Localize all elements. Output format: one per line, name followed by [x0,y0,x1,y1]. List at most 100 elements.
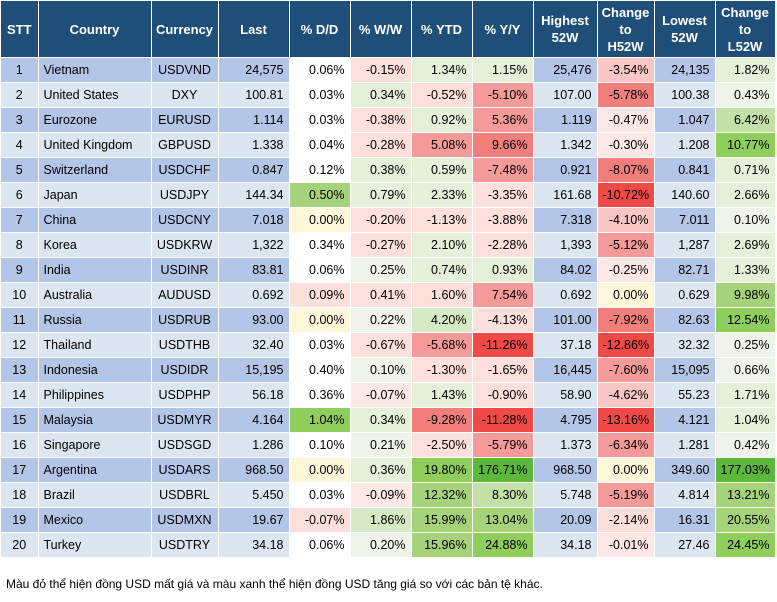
cell-change-h52w: -13.16% [597,407,655,433]
cell-currency: USDSGD [151,432,219,458]
cell-highest-52w: 968.50 [533,457,598,483]
col-header-change-l52w[interactable]: Change to L52W [715,1,776,58]
cell-pct-ytd: -1.30% [411,357,473,383]
cell-highest-52w: 34.18 [533,532,598,558]
cell-change-l52w: 1.71% [715,382,776,408]
cell-change-l52w: 1.04% [715,407,776,433]
table-row[interactable]: 5 Switzerland USDCHF 0.847 0.12% 0.38% 0.59% -7… [1,157,776,183]
cell-lowest-52w: 4.814 [654,482,716,508]
table-row[interactable]: 2 United States DXY 100.81 0.03% 0.34% -0.52% -… [1,82,776,108]
col-header-highest-52w[interactable]: Highest 52W [533,1,598,58]
cell-pct-yy: 7.54% [472,282,534,308]
table-row[interactable]: 19 Mexico USDMXN 19.67 -0.07% 1.86% 15.99% 13.0… [1,507,776,533]
cell-pct-dd: 0.06% [289,57,351,83]
cell-last: 1.114 [218,107,290,133]
col-header-currency[interactable]: Currency [151,1,219,58]
table-row[interactable]: 15 Malaysia USDMYR 4.164 1.04% 0.34% -9.28% -11… [1,407,776,433]
cell-currency: USDMXN [151,507,219,533]
cell-pct-ww: -0.09% [350,482,412,508]
col-header-country[interactable]: Country [38,1,152,58]
cell-stt: 17 [1,457,39,483]
cell-last: 56.18 [218,382,290,408]
cell-currency: USDKRW [151,232,219,258]
col-header-yy[interactable]: % Y/Y [472,1,534,58]
cell-pct-ww: 0.21% [350,432,412,458]
cell-country: Japan [38,182,152,208]
cell-last: 968.50 [218,457,290,483]
cell-stt: 11 [1,307,39,333]
cell-change-h52w: -12.86% [597,332,655,358]
cell-currency: USDARS [151,457,219,483]
header-row: STT Country Currency Last % D/D % W/W % … [1,1,776,58]
table-row[interactable]: 4 United Kingdom GBPUSD 1.338 0.04% -0.28% 5.0… [1,132,776,158]
cell-pct-ww: -0.28% [350,132,412,158]
cell-country: Switzerland [38,157,152,183]
cell-last: 1,322 [218,232,290,258]
cell-stt: 4 [1,132,39,158]
cell-change-l52w: 177.03% [715,457,776,483]
cell-currency: USDPHP [151,382,219,408]
col-header-stt[interactable]: STT [1,1,39,58]
cell-last: 7.018 [218,207,290,233]
cell-pct-dd: 0.04% [289,132,351,158]
col-header-change-h52w[interactable]: Change to H52W [597,1,655,58]
table-row[interactable]: 1 Vietnam USDVND 24,575 0.06% -0.15% 1.34% 1.15… [1,57,776,83]
cell-lowest-52w: 140.60 [654,182,716,208]
table-row[interactable]: 20 Turkey USDTRY 34.18 0.06% 0.20% 15.96% 24.88… [1,532,776,558]
col-header-lowest-52w[interactable]: Lowest 52W [654,1,716,58]
cell-pct-dd: 0.06% [289,257,351,283]
cell-pct-dd: 0.12% [289,157,351,183]
cell-pct-ww: 0.36% [350,457,412,483]
cell-currency: GBPUSD [151,132,219,158]
cell-stt: 3 [1,107,39,133]
cell-currency: AUDUSD [151,282,219,308]
cell-stt: 20 [1,532,39,558]
cell-pct-ytd: 1.60% [411,282,473,308]
cell-change-l52w: 2.69% [715,232,776,258]
table-row[interactable]: 13 Indonesia USDIDR 15,195 0.40% 0.10% -1.30% -… [1,357,776,383]
col-header-ytd[interactable]: % YTD [411,1,473,58]
cell-lowest-52w: 82.71 [654,257,716,283]
cell-pct-dd: -0.07% [289,507,351,533]
cell-change-h52w: -5.78% [597,82,655,108]
cell-lowest-52w: 24,135 [654,57,716,83]
cell-lowest-52w: 100.38 [654,82,716,108]
table-row[interactable]: 16 Singapore USDSGD 1.286 0.10% 0.21% -2.50% -5… [1,432,776,458]
cell-pct-ww: -0.67% [350,332,412,358]
cell-stt: 5 [1,157,39,183]
cell-pct-yy: -5.79% [472,432,534,458]
table-row[interactable]: 7 China USDCNY 7.018 0.00% -0.20% -1.13% -3.88%… [1,207,776,233]
cell-pct-dd: 1.04% [289,407,351,433]
col-header-last[interactable]: Last [218,1,290,58]
table-row[interactable]: 10 Australia AUDUSD 0.692 0.09% 0.41% 1.60% 7.5… [1,282,776,308]
table-row[interactable]: 9 India USDINR 83.81 0.06% 0.25% 0.74% 0.93% 84.… [1,257,776,283]
col-header-ww[interactable]: % W/W [350,1,412,58]
table-row[interactable]: 17 Argentina USDARS 968.50 0.00% 0.36% 19.80% 1… [1,457,776,483]
table-row[interactable]: 18 Brazil USDBRL 5.450 0.03% -0.09% 12.32% 8.30… [1,482,776,508]
cell-change-h52w: -7.92% [597,307,655,333]
table-row[interactable]: 14 Philippines USDPHP 56.18 0.36% -0.07% 1.43%… [1,382,776,408]
table-row[interactable]: 6 Japan USDJPY 144.34 0.50% 0.79% 2.33% -3.35% 1… [1,182,776,208]
col-header-dd[interactable]: % D/D [289,1,351,58]
cell-pct-dd: 0.50% [289,182,351,208]
table-row[interactable]: 8 Korea USDKRW 1,322 0.34% -0.27% 2.10% -2.28% 1… [1,232,776,258]
cell-change-h52w: -10.72% [597,182,655,208]
cell-stt: 13 [1,357,39,383]
cell-pct-ytd: 1.43% [411,382,473,408]
cell-highest-52w: 7.318 [533,207,598,233]
cell-highest-52w: 84.02 [533,257,598,283]
cell-currency: USDJPY [151,182,219,208]
table-row[interactable]: 11 Russia USDRUB 93.00 0.00% 0.22% 4.20% -4.13%… [1,307,776,333]
cell-lowest-52w: 349.60 [654,457,716,483]
cell-pct-ww: 1.86% [350,507,412,533]
cell-country: Malaysia [38,407,152,433]
cell-pct-yy: -11.26% [472,332,534,358]
cell-change-l52w: 12.54% [715,307,776,333]
cell-lowest-52w: 0.841 [654,157,716,183]
cell-change-h52w: -5.12% [597,232,655,258]
cell-last: 93.00 [218,307,290,333]
cell-stt: 2 [1,82,39,108]
table-row[interactable]: 12 Thailand USDTHB 32.40 0.03% -0.67% -5.68% -1… [1,332,776,358]
table-row[interactable]: 3 Eurozone EURUSD 1.114 0.03% -0.38% 0.92% 5.36… [1,107,776,133]
cell-pct-ytd: 12.32% [411,482,473,508]
